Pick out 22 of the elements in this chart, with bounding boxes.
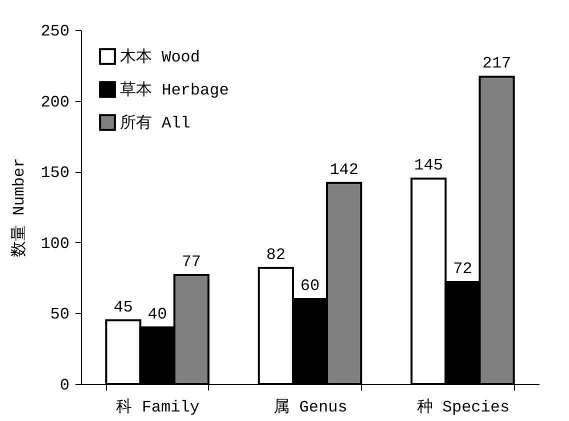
y-tick-label: 50 xyxy=(50,306,70,324)
x-tick-label: 种 Species xyxy=(416,398,510,416)
legend-label: 木本 Wood xyxy=(120,48,200,66)
data-label: 45 xyxy=(114,298,133,316)
x-tick-label: 属 Genus xyxy=(274,398,348,416)
y-tick-label: 0 xyxy=(60,376,70,394)
data-label: 60 xyxy=(300,277,320,296)
y-tick-label: 200 xyxy=(40,93,70,112)
y-tick-label: 250 xyxy=(40,22,70,40)
data-label: 72 xyxy=(453,260,472,278)
data-label: 142 xyxy=(330,160,358,179)
y-axis-title: 数量 Number xyxy=(10,158,29,258)
data-label: 145 xyxy=(414,156,443,175)
y-tick-label: 150 xyxy=(40,164,70,182)
legend-label: 所有 All xyxy=(120,114,190,132)
data-label: 217 xyxy=(482,54,512,73)
data-label: 77 xyxy=(182,252,202,271)
legend-label: 草本 Herbage xyxy=(120,80,229,100)
data-label: 40 xyxy=(148,305,167,324)
x-tick-label: 科 Family xyxy=(116,398,200,416)
data-label: 82 xyxy=(266,246,286,264)
y-tick-label: 100 xyxy=(40,234,70,253)
